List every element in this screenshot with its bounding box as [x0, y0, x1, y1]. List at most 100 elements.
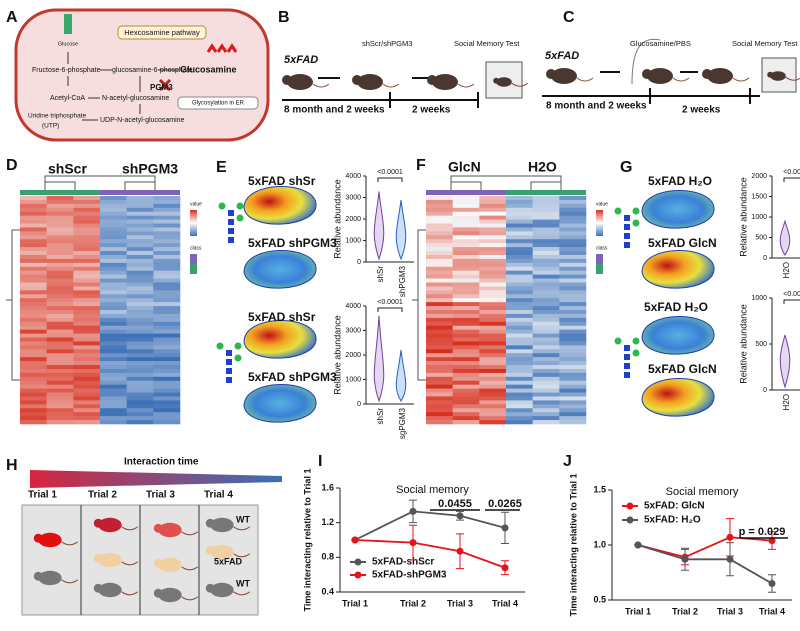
heatmap-cell [126, 219, 154, 224]
heatmap-cell [532, 247, 560, 252]
x-tick-label: Trial 2 [672, 606, 698, 616]
heatmap-cell [426, 199, 453, 205]
heatmap-cell [479, 317, 507, 323]
heatmap-cell [100, 243, 127, 248]
heatmap-cell [532, 357, 560, 362]
heatmap-cell [479, 349, 507, 354]
heatmap-cell [426, 412, 453, 417]
heatmap-cell [73, 199, 101, 205]
glycan-circle [632, 349, 640, 357]
heatmap-cell [46, 219, 74, 224]
panel-label: D [6, 157, 18, 174]
heatmap-cell [73, 341, 101, 346]
heatmap-cell [452, 408, 480, 413]
violin [395, 350, 407, 402]
heatmap-cell [46, 353, 74, 358]
heatmap-cell [73, 416, 101, 421]
heatmap-cell [479, 219, 507, 224]
heatmap-cell [153, 227, 181, 232]
heatmap-cell [73, 349, 101, 354]
heatmap-cell [452, 302, 480, 307]
heatmap-cell [426, 420, 453, 425]
up-arrows [206, 43, 238, 53]
heatmap-cell [506, 329, 533, 334]
heatmap-cell [452, 313, 480, 319]
heatmap-cell [100, 392, 127, 397]
violin [373, 191, 385, 261]
heatmap-cell [426, 219, 453, 224]
heatmap-cell [426, 278, 453, 283]
heatmap-cell [479, 408, 507, 413]
heatmap-cell [20, 302, 47, 307]
heatmap-cell [153, 207, 181, 213]
heatmap-cell [506, 294, 533, 299]
heatmap-cell [46, 396, 74, 401]
heatmap-cell [559, 384, 587, 389]
point [726, 555, 734, 563]
heatmap-cell [73, 239, 101, 244]
heatmap-cell [73, 310, 101, 315]
glycan-square [624, 242, 630, 248]
violin [395, 200, 407, 261]
heatmap-cell [126, 258, 154, 264]
heatmap-cell [73, 286, 101, 291]
heatmap-cell [426, 302, 453, 307]
heatmap-cell [559, 321, 587, 327]
heatmap-cell [126, 333, 154, 338]
heatmap-cell [20, 357, 47, 362]
heatmap-cell [73, 404, 101, 409]
heatmap-cell [479, 278, 507, 283]
heatmap-cell [452, 388, 480, 393]
mouse [432, 74, 458, 90]
heatmap-cell [100, 321, 127, 327]
heatmap-cell [532, 349, 560, 354]
mouse-tail [61, 579, 78, 584]
heatmap-cell [532, 231, 560, 236]
heatmap-cell [452, 266, 480, 271]
violin [779, 334, 791, 389]
heatmap-cell [559, 294, 587, 299]
heatmap-cell [559, 298, 587, 303]
mouse-head [153, 588, 163, 598]
timelines [282, 71, 760, 108]
heatmap-cell [73, 290, 101, 295]
heatmap-cell [20, 207, 47, 213]
heatmap-cell [559, 380, 587, 385]
heatmap-cell [46, 337, 74, 342]
heatmap-cell [426, 306, 453, 311]
heatmap-cell [100, 420, 127, 425]
heatmap-cell [479, 247, 507, 252]
heatmap-cell [73, 306, 101, 311]
panel-text: WT [236, 578, 250, 588]
mouse-tail [233, 553, 250, 558]
heatmap-cell [100, 345, 127, 350]
heatmap-cell [452, 294, 480, 299]
mouse-head [427, 75, 437, 85]
heatmap-cell [126, 251, 154, 256]
tick-label: 2000 [751, 173, 767, 180]
heatmap-cell [532, 278, 560, 283]
heatmap-cell [153, 203, 181, 209]
heatmap-cell [559, 223, 587, 228]
heatmap-cell [506, 325, 533, 330]
heatmap-cell [452, 333, 480, 338]
tick-label: 500 [755, 234, 767, 241]
er-box [177, 96, 259, 110]
heatmap-cell [20, 361, 47, 366]
heatmap-cell [452, 196, 480, 201]
heatmap-cell [20, 376, 47, 382]
heatmap-cell [479, 325, 507, 330]
arrows [67, 52, 178, 121]
heatmap-cell [73, 211, 101, 216]
x-tick-label: Trial 2 [400, 598, 426, 608]
heatmap-cell [426, 231, 453, 236]
heatmap-cell [559, 412, 587, 417]
heatmap-cell [532, 380, 560, 385]
heatmap-cell [479, 207, 507, 213]
heatmap-cell [532, 223, 560, 228]
heatmap-cell [559, 404, 587, 409]
heatmap-cell [452, 207, 480, 213]
heatmap-cell [479, 203, 507, 209]
panel-label: A [6, 9, 18, 26]
heatmap-cell [20, 223, 47, 228]
